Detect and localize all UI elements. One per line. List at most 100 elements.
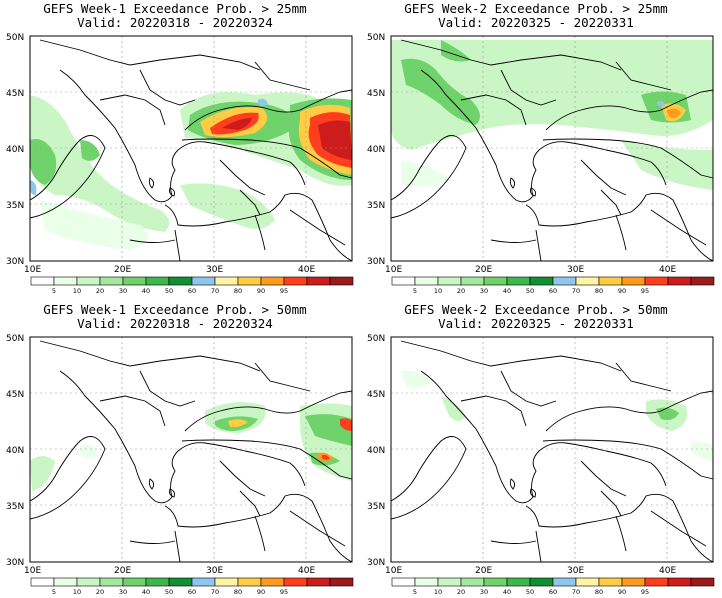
lat-label: 30N	[367, 558, 385, 568]
colorbar-tick-label: 80	[234, 287, 242, 294]
lon-labels: 10E 20E 30E 40E	[385, 566, 676, 576]
colorbar-tick-label: 10	[434, 588, 442, 595]
prob-area	[318, 120, 352, 160]
colorbar-swatch	[667, 577, 692, 587]
prob-area	[30, 180, 37, 195]
colorbar-tick-label: 10	[434, 287, 442, 294]
colorbar-swatch	[690, 276, 715, 286]
lon-label: 20E	[114, 265, 131, 275]
lat-label: 40N	[6, 446, 24, 456]
colorbar-swatch	[598, 577, 623, 587]
colorbar-tick-label: 95	[641, 588, 649, 595]
colorbar-swatch	[644, 276, 669, 286]
lat-label: 40N	[367, 446, 385, 456]
gridlines	[391, 36, 713, 261]
colorbar-swatch	[644, 577, 669, 587]
prob-area	[80, 444, 98, 459]
colorbar-tick-label: 20	[96, 287, 104, 294]
colorbar-swatch	[483, 276, 508, 286]
panel-valid-dates: Valid: 20220318 - 20220324	[77, 15, 273, 30]
map: 50N 45N 40N 35N 30N 10E 20E 30E 40E	[6, 33, 353, 275]
prob-area	[667, 108, 681, 118]
probability-shading	[401, 370, 713, 461]
colorbar-swatch	[191, 577, 216, 587]
lon-label: 40E	[298, 566, 315, 576]
colorbar-tick-label: 20	[96, 588, 104, 595]
prob-area	[401, 370, 431, 388]
colorbar-tick-label: 80	[595, 588, 603, 595]
prob-area	[691, 441, 713, 461]
prob-area	[322, 454, 330, 460]
lon-label: 30E	[206, 265, 223, 275]
colorbar-tick-label: 90	[618, 588, 626, 595]
coastlines-borders	[390, 39, 714, 262]
lat-label: 50N	[367, 33, 385, 43]
lat-label: 30N	[6, 558, 24, 568]
colorbar-tick-label: 40	[142, 287, 150, 294]
colorbar-swatch	[483, 577, 508, 587]
prob-area	[401, 160, 451, 187]
colorbar-tick-label: 5	[52, 287, 56, 294]
panel-valid-dates: Valid: 20220318 - 20220324	[77, 316, 273, 331]
colorbar-tick-label: 70	[211, 287, 219, 294]
lon-label: 20E	[475, 265, 492, 275]
probability-shading	[30, 402, 352, 491]
gridlines	[30, 36, 352, 261]
prob-area	[441, 40, 471, 62]
colorbar-swatch	[437, 276, 462, 286]
colorbar-swatch	[145, 276, 170, 286]
prob-area	[40, 200, 148, 250]
colorbar-swatch	[506, 276, 531, 286]
colorbar-tick-label: 80	[234, 588, 242, 595]
lon-label: 40E	[298, 265, 315, 275]
colorbar-swatch	[667, 276, 692, 286]
lon-labels: 10E 20E 30E 40E	[24, 265, 315, 275]
colorbar-swatch	[53, 276, 78, 286]
colorbar-tick-label: 40	[142, 588, 150, 595]
prob-area	[441, 396, 466, 421]
colorbar-tick-label: 40	[503, 588, 511, 595]
colorbar-tick-label: 80	[595, 287, 603, 294]
panel-title: GEFS Week-2 Exceedance Prob. > 25mm	[404, 1, 668, 16]
colorbar-tick-label: 30	[480, 588, 488, 595]
prob-area	[30, 95, 169, 232]
colorbar-swatch	[621, 577, 646, 587]
prob-area	[258, 98, 268, 106]
colorbar-swatch	[53, 577, 78, 587]
colorbar-swatch	[329, 577, 354, 587]
map: 50N 45N 40N 35N 30N 10E 20E 30E 40E	[6, 334, 353, 576]
lat-label: 35N	[6, 502, 24, 512]
colorbar-swatch	[391, 577, 416, 587]
colorbar-swatch	[237, 276, 262, 286]
colorbar-swatch	[260, 577, 285, 587]
panel-week1-50mm: GEFS Week-1 Exceedance Prob. > 50mm Vali…	[0, 301, 354, 596]
colorbar-tick-label: 70	[211, 588, 219, 595]
lat-labels: 50N 45N 40N 35N 30N	[6, 33, 24, 267]
probability-shading	[30, 92, 352, 250]
colorbar-swatch	[76, 276, 101, 286]
colorbar-swatch	[306, 577, 331, 587]
panel-title: GEFS Week-1 Exceedance Prob. > 50mm	[43, 302, 307, 317]
lon-label: 20E	[114, 566, 131, 576]
lon-label: 20E	[475, 566, 492, 576]
colorbar-tick-label: 95	[280, 287, 288, 294]
colorbar-swatch	[122, 276, 147, 286]
gridlines	[30, 337, 352, 562]
map-frame	[29, 35, 353, 262]
lon-label: 30E	[567, 265, 584, 275]
colorbar-swatch	[529, 276, 554, 286]
colorbar-swatch	[30, 276, 55, 286]
panel-title: GEFS Week-1 Exceedance Prob. > 25mm	[43, 1, 307, 16]
colorbar-swatch	[306, 276, 331, 286]
prob-area	[180, 183, 275, 229]
colorbar-swatch	[552, 577, 577, 587]
prob-area	[657, 101, 665, 107]
colorbar-tick-label: 30	[119, 588, 127, 595]
panel-valid-dates: Valid: 20220325 - 20220331	[438, 15, 634, 30]
lat-labels: 50N 45N 40N 35N 30N	[367, 334, 385, 568]
prob-area	[30, 456, 55, 491]
colorbar-tick-label: 95	[641, 287, 649, 294]
colorbar-tick-label: 60	[549, 588, 557, 595]
panel-title: GEFS Week-2 Exceedance Prob. > 50mm	[404, 302, 668, 317]
colorbar-swatch	[76, 577, 101, 587]
